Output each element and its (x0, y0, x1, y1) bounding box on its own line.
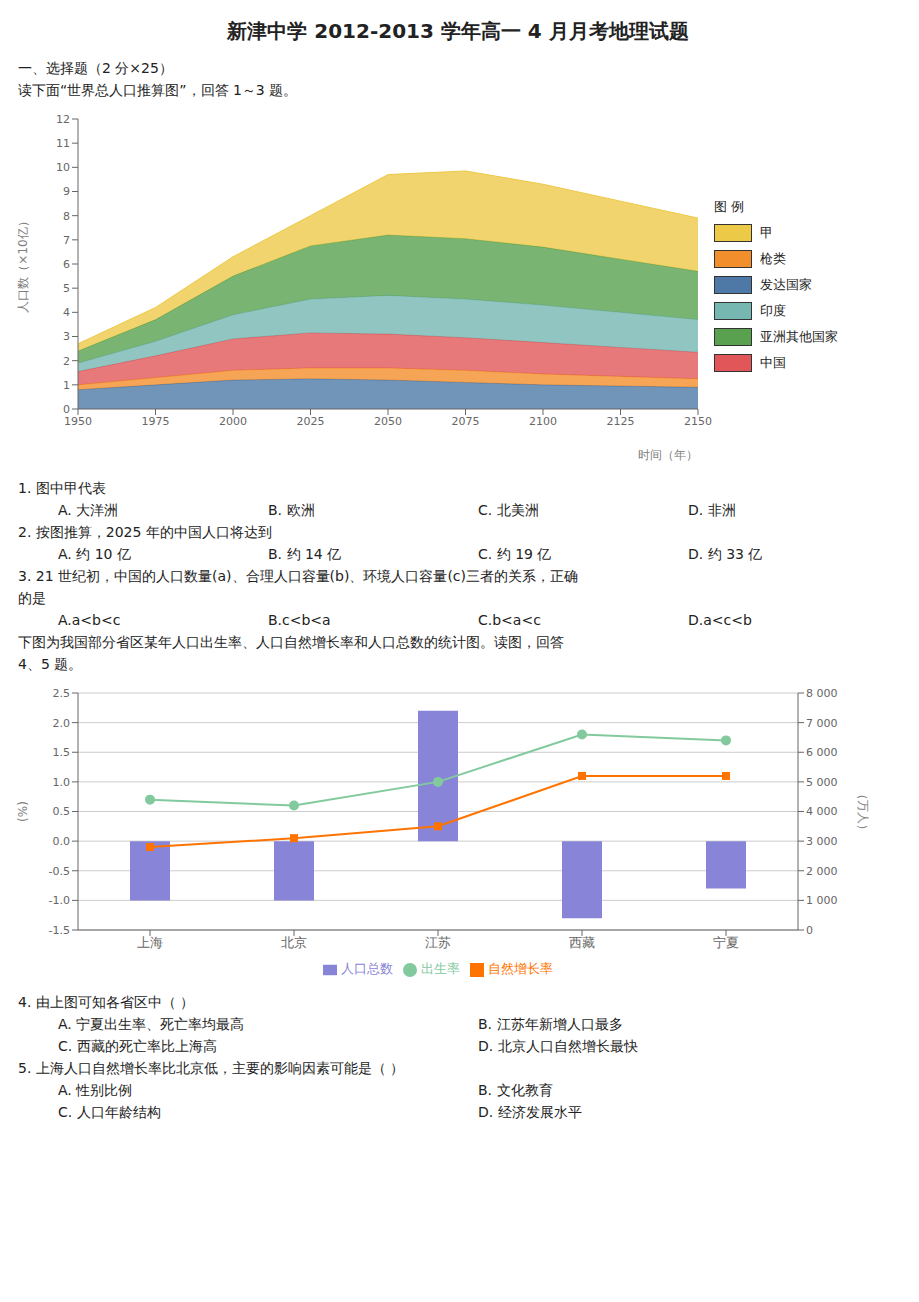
html-text:5. 上海人口自然增长率比北京低，主要的影响因素可能是（ ）: 5. 上海人口自然增长率比北京低，主要的影响因素可能是（ ） (18, 1060, 405, 1076)
svg-text:2: 2 (63, 355, 70, 368)
html-text:A. 约 10 亿: A. 约 10 亿 (58, 546, 131, 562)
html-text:D. 非洲: D. 非洲 (688, 502, 736, 518)
html-text:B. 约 14 亿: B. 约 14 亿 (268, 546, 342, 562)
svg-text:1 000: 1 000 (806, 894, 838, 907)
svg-text:9: 9 (63, 185, 70, 198)
svg-text:-1.0: -1.0 (49, 894, 70, 907)
html-text:出生率: 出生率 (421, 961, 460, 976)
html-text:D. 约 33 亿: D. 约 33 亿 (688, 546, 763, 562)
svg-text:1: 1 (63, 379, 70, 392)
svg-text:人口数（×10亿）: 人口数（×10亿） (16, 215, 30, 312)
html-text:人口总数: 人口总数 (341, 961, 393, 976)
html-text:C. 人口年龄结构: C. 人口年龄结构 (58, 1104, 161, 1120)
html-text:A. 大洋洲: A. 大洋洲 (58, 502, 119, 518)
svg-text:（万人）: （万人） (856, 788, 870, 836)
html-text:A. 性别比例: A. 性别比例 (58, 1082, 133, 1098)
svg-text:0.0: 0.0 (53, 835, 71, 848)
svg-text:时间（年）: 时间（年） (638, 448, 698, 462)
html-text:新津中学 2012-2013 学年高一 4 月月考地理试题: 新津中学 2012-2013 学年高一 4 月月考地理试题 (227, 19, 689, 43)
svg-text:7: 7 (63, 234, 70, 247)
svg-text:-0.5: -0.5 (49, 865, 70, 878)
svg-text:2050: 2050 (374, 415, 402, 428)
svg-text:3: 3 (63, 330, 70, 343)
svg-text:0: 0 (806, 924, 813, 937)
svg-text:5: 5 (63, 282, 70, 295)
svg-text:2.5: 2.5 (53, 687, 71, 700)
svg-text:1950: 1950 (64, 415, 92, 428)
html-text:B. 欧洲: B. 欧洲 (268, 502, 315, 518)
html-text:3. 21 世纪初，中国的人口数量(a)、合理人口容量(b): 3. 21 世纪初，中国的人口数量(a)、合理人口容量(b)、环境人口容量(c)… (18, 568, 578, 584)
svg-text:1975: 1975 (142, 415, 170, 428)
html-text:D. 经济发展水平: D. 经济发展水平 (478, 1104, 582, 1120)
svg-text:江苏: 江苏 (425, 935, 451, 950)
svg-text:8 000: 8 000 (806, 687, 838, 700)
html-text:B.c<b<a: B.c<b<a (268, 612, 331, 628)
html-text:下图为我国部分省区某年人口出生率、人口自然增长率和人口总数的: 下图为我国部分省区某年人口出生率、人口自然增长率和人口总数的统计图。读图，回答 (18, 634, 564, 650)
html-text:C. 约 19 亿: C. 约 19 亿 (478, 546, 552, 562)
html-text:图 例: 图 例 (714, 199, 745, 214)
html-text:D.a<c<b: D.a<c<b (688, 612, 752, 628)
html-text:的是: 的是 (18, 590, 46, 606)
html-text:自然增长率: 自然增长率 (488, 961, 553, 976)
html-text:4、5 题。: 4、5 题。 (18, 656, 83, 672)
svg-text:4: 4 (63, 306, 70, 319)
svg-text:(%): (%) (16, 801, 30, 822)
html-text:发达国家: 发达国家 (760, 277, 812, 292)
svg-text:2100: 2100 (529, 415, 557, 428)
svg-text:2025: 2025 (297, 415, 325, 428)
svg-text:8: 8 (63, 210, 70, 223)
svg-text:4 000: 4 000 (806, 805, 838, 818)
svg-text:2 000: 2 000 (806, 865, 838, 878)
svg-text:2.0: 2.0 (53, 717, 71, 730)
svg-text:6 000: 6 000 (806, 746, 838, 759)
html-text:4. 由上图可知各省区中（ ）: 4. 由上图可知各省区中（ ） (18, 994, 195, 1010)
svg-text:1.0: 1.0 (53, 776, 71, 789)
html-text:亚洲其他国家: 亚洲其他国家 (760, 329, 838, 344)
svg-text:2000: 2000 (219, 415, 247, 428)
svg-text:5 000: 5 000 (806, 776, 838, 789)
html-text:D. 北京人口自然增长最快: D. 北京人口自然增长最快 (478, 1038, 638, 1054)
svg-text:2075: 2075 (452, 415, 480, 428)
html-text:读下面“世界总人口推算图”，回答 1～3 题。: 读下面“世界总人口推算图”，回答 1～3 题。 (18, 82, 298, 98)
svg-text:10: 10 (56, 161, 70, 174)
svg-text:2125: 2125 (607, 415, 635, 428)
svg-text:-1.5: -1.5 (49, 924, 70, 937)
svg-text:7 000: 7 000 (806, 717, 838, 730)
svg-text:12: 12 (56, 113, 70, 126)
svg-text:宁夏: 宁夏 (713, 935, 739, 950)
html-text:C. 西藏的死亡率比上海高: C. 西藏的死亡率比上海高 (58, 1038, 217, 1054)
html-text:2. 按图推算，2025 年的中国人口将达到: 2. 按图推算，2025 年的中国人口将达到 (18, 524, 272, 540)
svg-text:上海: 上海 (137, 935, 163, 950)
svg-text:6: 6 (63, 258, 70, 271)
html-text:一、选择题（2 分×25）: 一、选择题（2 分×25） (18, 60, 173, 76)
html-text:A.a<b<c: A.a<b<c (58, 612, 121, 628)
html-text:甲: 甲 (760, 225, 773, 240)
svg-text:北京: 北京 (281, 935, 307, 950)
svg-text:0: 0 (63, 403, 70, 416)
svg-text:11: 11 (56, 137, 70, 150)
html-text:B. 江苏年新增人口最多: B. 江苏年新增人口最多 (478, 1016, 623, 1032)
svg-text:1.5: 1.5 (53, 746, 71, 759)
html-text:B. 文化教育: B. 文化教育 (478, 1082, 553, 1098)
html-text:1. 图中甲代表: 1. 图中甲代表 (18, 480, 106, 496)
html-text:枪类: 枪类 (760, 251, 786, 266)
html-text:印度: 印度 (760, 303, 786, 318)
html-text:A. 宁夏出生率、死亡率均最高: A. 宁夏出生率、死亡率均最高 (58, 1016, 245, 1032)
html-text:中国: 中国 (760, 355, 786, 370)
svg-text:0.5: 0.5 (53, 805, 71, 818)
svg-text:2150: 2150 (684, 415, 712, 428)
html-text:C. 北美洲: C. 北美洲 (478, 502, 539, 518)
svg-text:西藏: 西藏 (569, 935, 595, 950)
html-text:C.b<a<c: C.b<a<c (478, 612, 541, 628)
svg-text:3 000: 3 000 (806, 835, 838, 848)
